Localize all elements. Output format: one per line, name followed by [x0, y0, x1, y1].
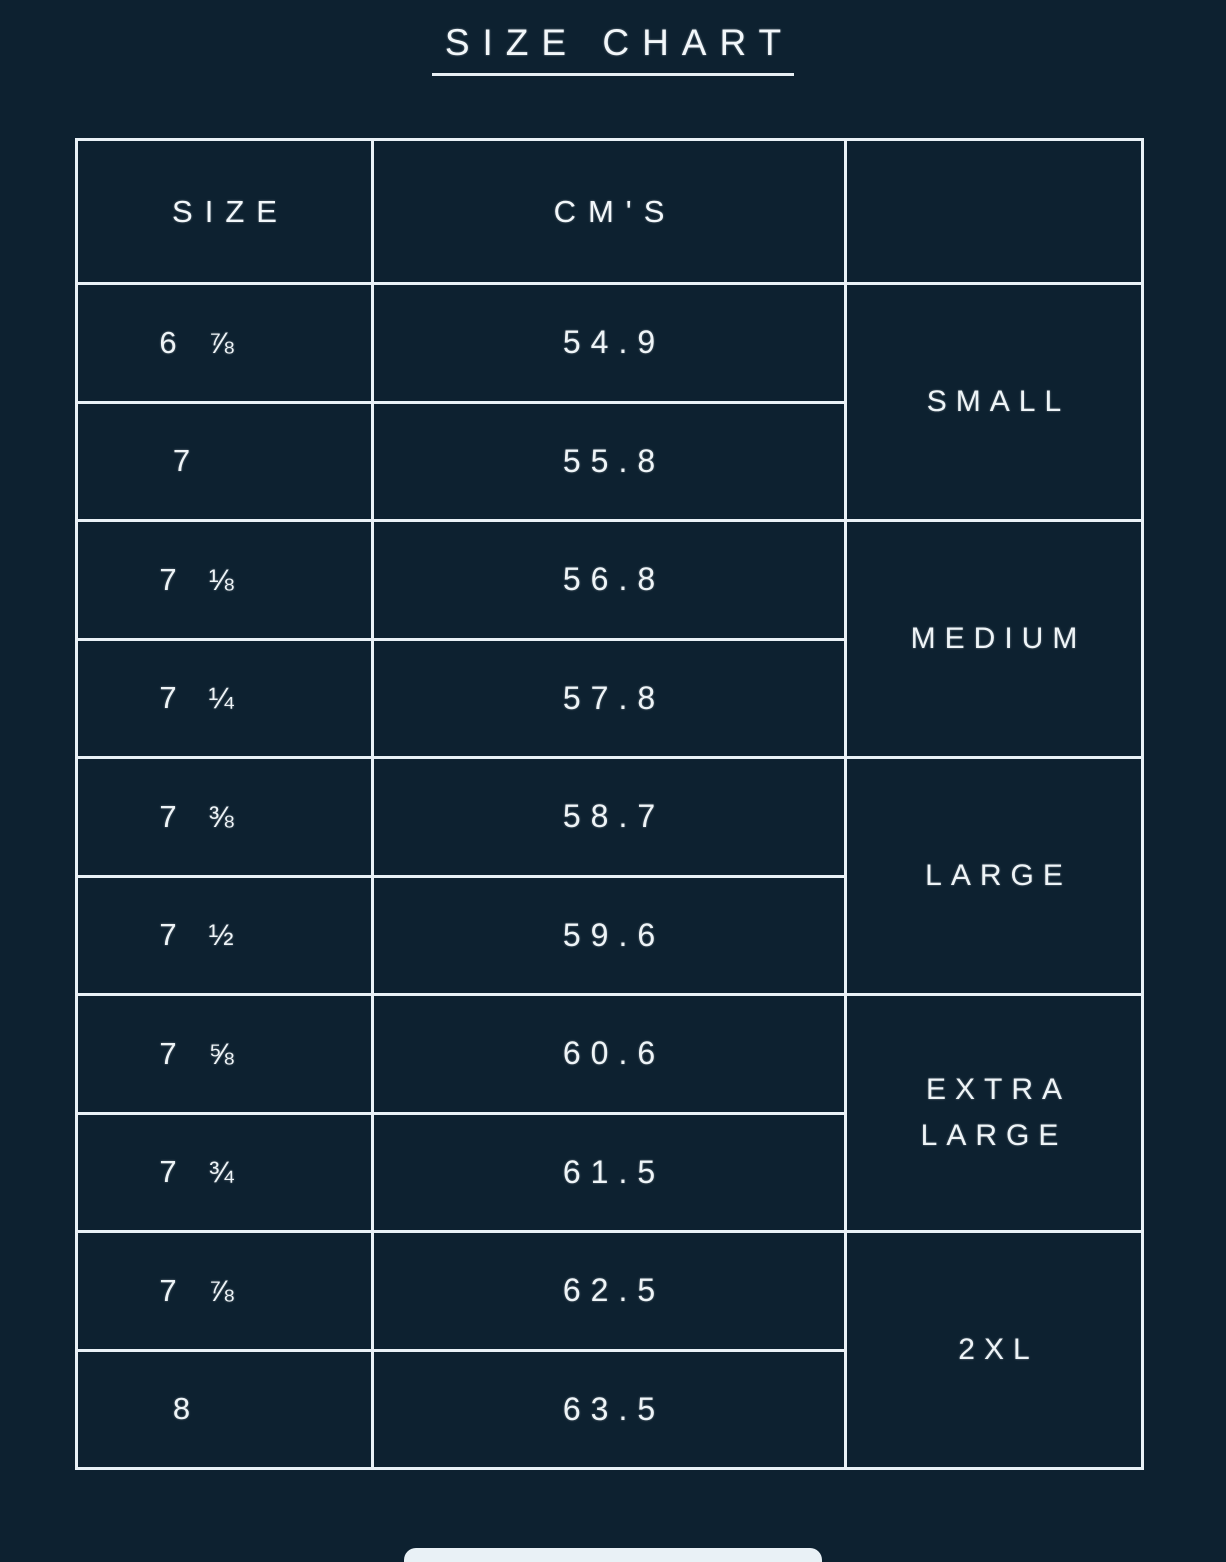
- size-whole: 7: [159, 561, 179, 597]
- table-header: SIZE CM'S: [75, 138, 1144, 285]
- cell-size-label: 2XL: [844, 1230, 1144, 1470]
- cell-cm: 60.6: [371, 993, 847, 1115]
- cell-cm: 61.5: [371, 1111, 847, 1233]
- table-row: 8 63.5: [75, 1348, 1143, 1470]
- size-label-line1: 2XL: [958, 1332, 1039, 1366]
- cell-cm: 58.7: [371, 756, 847, 878]
- cell-cm: 56.8: [371, 519, 847, 641]
- cell-cm: 57.8: [371, 637, 847, 759]
- size-whole: 7: [159, 1272, 179, 1308]
- size-whole: 7: [159, 1154, 179, 1190]
- cell-cm: 62.5: [371, 1230, 847, 1352]
- cell-cm: 59.6: [371, 874, 847, 996]
- cell-size-label: EXTRA LARGE: [844, 993, 1144, 1233]
- size-label-line1: EXTRA: [925, 1072, 1072, 1106]
- size-label-line1: SMALL: [926, 384, 1071, 418]
- cell-size-label: MEDIUM: [844, 519, 1144, 759]
- size-fraction: ⅞: [208, 1274, 236, 1308]
- size-label-line1: MEDIUM: [910, 621, 1087, 655]
- size-fraction: ¾: [208, 1156, 236, 1190]
- size-whole: 7: [159, 917, 179, 953]
- size-whole: 6: [159, 324, 179, 360]
- cell-size: 7: [75, 400, 374, 522]
- size-whole: 8: [172, 1391, 193, 1427]
- column-header-size: SIZE: [75, 138, 374, 285]
- size-whole: 7: [172, 443, 193, 479]
- table-row: 7 55.8: [75, 400, 1143, 522]
- size-fraction: ⅛: [208, 563, 236, 597]
- size-fraction: ⅞: [208, 326, 236, 360]
- size-label-line2: LARGE: [920, 1119, 1068, 1152]
- size-label-line1: LARGE: [925, 858, 1072, 892]
- cell-cm: 63.5: [371, 1348, 847, 1470]
- size-whole: 7: [159, 1035, 179, 1071]
- bottom-action-button[interactable]: [404, 1548, 822, 1562]
- page-title: SIZE CHART: [431, 22, 795, 76]
- cell-size-label: SMALL: [844, 282, 1144, 522]
- size-fraction: ⅜: [208, 800, 236, 834]
- column-header-cms: CM'S: [371, 138, 847, 285]
- page-title-container: SIZE CHART: [0, 0, 1226, 76]
- cell-cm: 54.9: [371, 282, 847, 404]
- column-header-blank: [844, 138, 1144, 285]
- size-whole: 7: [159, 798, 179, 834]
- size-fraction: ¼: [208, 682, 236, 716]
- cell-size-label: LARGE: [844, 756, 1144, 996]
- cell-cm: 55.8: [371, 400, 847, 522]
- cell-size: 8: [75, 1348, 374, 1470]
- table-header-row: SIZE CM'S: [75, 138, 1144, 285]
- size-whole: 7: [159, 680, 179, 716]
- size-fraction: ½: [208, 919, 236, 953]
- size-fraction: ⅝: [208, 1037, 236, 1071]
